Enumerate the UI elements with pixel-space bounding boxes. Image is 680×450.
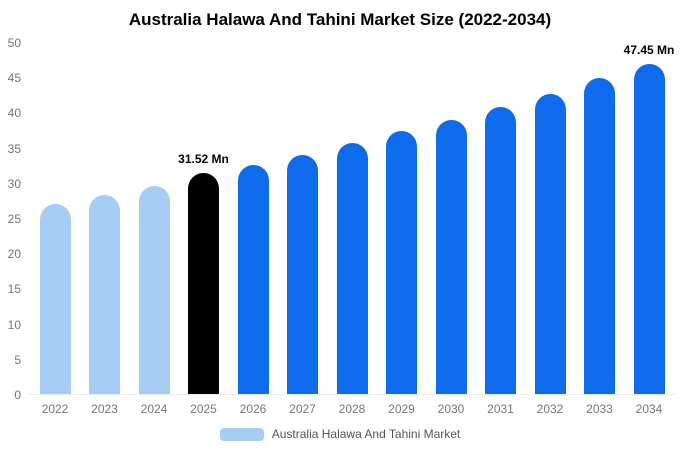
legend-label: Australia Halawa And Tahini Market: [271, 427, 461, 441]
bar-2031: [485, 106, 516, 394]
x-axis-label-2022: 2022: [41, 402, 69, 416]
bar-2026: [237, 165, 269, 394]
x-axis-label-2032: 2032: [536, 402, 564, 416]
y-tick-label-25: 25: [7, 212, 21, 226]
value-label-2034: 47.45 Mn: [623, 43, 675, 57]
y-tick-label-20: 20: [7, 247, 21, 262]
value-label-2025: 31.52 Mn: [178, 151, 229, 166]
y-axis: 0 5 10 15 20 25 30 35 40 45 50: [0, 37, 26, 401]
bar-2022: [39, 204, 71, 394]
y-tick-label-5: 5: [14, 352, 21, 367]
bar-2030: [435, 119, 467, 394]
bar-slot-2031: 2031: [478, 43, 524, 416]
bar-2034: [633, 64, 665, 394]
bar-slot-2029: 2029: [379, 43, 425, 416]
x-axis-label-2028: 2028: [338, 402, 366, 416]
y-tick-label-50: 50: [7, 36, 21, 50]
bar-slot-2026: 2026: [230, 43, 276, 416]
bar-slot-2034: 47.45 Mn 2034: [623, 43, 675, 416]
bar-slot-2028: 2028: [329, 43, 375, 416]
bar-2027: [287, 154, 318, 394]
bar-2023: [89, 194, 120, 394]
bar-slot-2025: 31.52 Mn 2025: [178, 43, 229, 416]
bar-slot-2024: 2024: [131, 43, 177, 416]
y-tick-label-15: 15: [7, 282, 21, 297]
y-tick-label-35: 35: [7, 141, 21, 156]
y-tick-label-0: 0: [14, 388, 21, 402]
x-axis-label-2025: 2025: [190, 402, 217, 416]
legend: Australia Halawa And Tahini Market: [0, 427, 680, 441]
legend-swatch-icon: [219, 427, 264, 441]
x-axis-label-2031: 2031: [487, 402, 514, 416]
bar-2025: [188, 172, 219, 394]
bar-2028: [336, 143, 368, 394]
bar-slot-2032: 2032: [527, 43, 573, 416]
bar-2024: [138, 185, 170, 394]
y-tick-label-45: 45: [7, 71, 21, 86]
x-axis-label-2034: 2034: [635, 402, 663, 416]
x-axis-label-2024: 2024: [140, 402, 168, 416]
bar-2033: [584, 78, 615, 394]
x-axis-label-2030: 2030: [437, 402, 465, 416]
bar-slot-2023: 2023: [82, 43, 128, 416]
bars-container: 2022 2023 2024 31.52 Mn 2025 2026 2027 2028 2029…: [28, 43, 676, 416]
bar-2032: [534, 93, 566, 394]
x-axis-label-2033: 2033: [586, 402, 613, 416]
y-tick-label-40: 40: [7, 106, 21, 121]
bar-slot-2022: 2022: [32, 43, 78, 416]
plot-area: 2022 2023 2024 31.52 Mn 2025 2026 2027 2028 2029…: [28, 43, 676, 416]
bar-2029: [386, 131, 417, 394]
y-tick-label-10: 10: [7, 317, 21, 332]
x-axis-label-2023: 2023: [91, 402, 118, 416]
bar-slot-2030: 2030: [428, 43, 474, 416]
x-axis-label-2026: 2026: [239, 402, 267, 416]
bar-slot-2033: 2033: [577, 43, 623, 416]
chart-title: Australia Halawa And Tahini Market Size …: [128, 10, 552, 29]
bar-slot-2027: 2027: [280, 43, 326, 416]
x-axis-label-2029: 2029: [388, 402, 415, 416]
x-axis-label-2027: 2027: [289, 402, 316, 416]
y-tick-label-30: 30: [7, 176, 21, 191]
